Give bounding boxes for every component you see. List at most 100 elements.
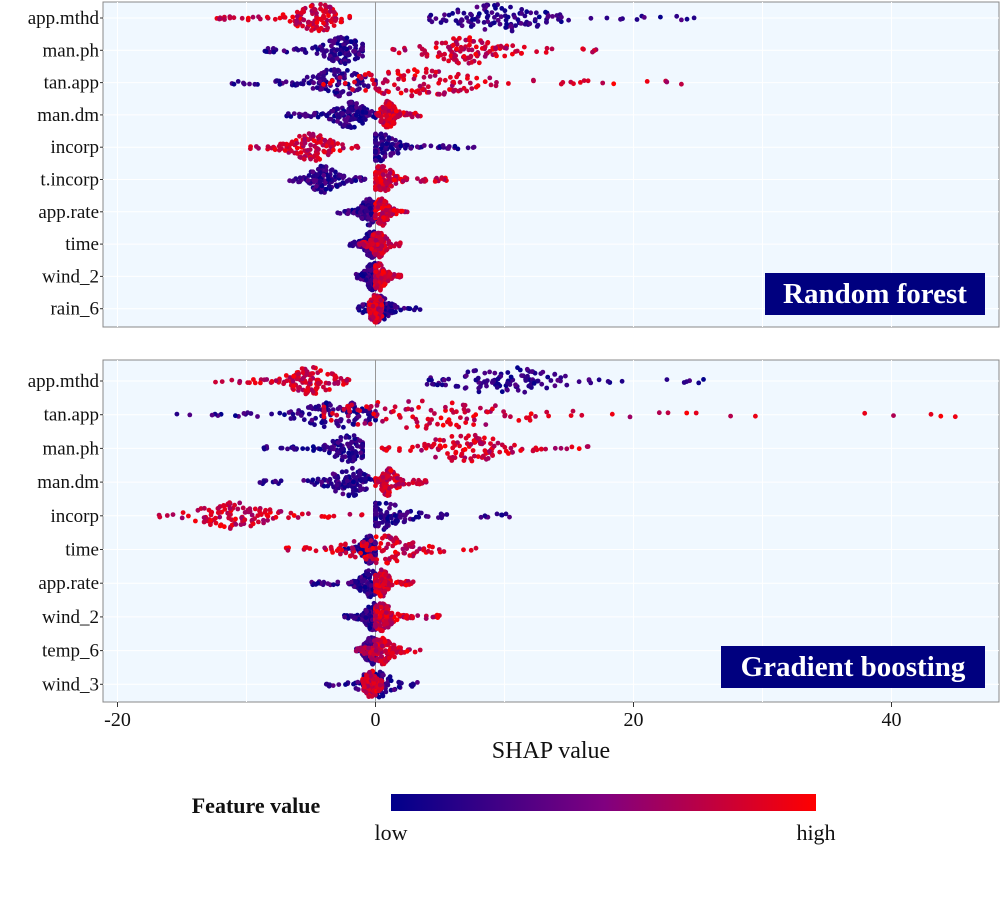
shap-point bbox=[585, 444, 591, 449]
shap-point bbox=[328, 481, 334, 486]
shap-point bbox=[504, 45, 509, 51]
shap-point bbox=[352, 554, 358, 560]
shap-point bbox=[679, 81, 684, 87]
panel-background bbox=[102, 359, 1000, 703]
shap-point bbox=[388, 501, 393, 507]
shap-point bbox=[271, 49, 277, 55]
shap-point bbox=[502, 444, 508, 450]
shap-point bbox=[343, 550, 349, 556]
shap-point bbox=[446, 417, 452, 423]
shap-point bbox=[308, 114, 314, 120]
shap-point bbox=[318, 189, 324, 195]
shap-point bbox=[314, 15, 319, 21]
shap-point bbox=[350, 546, 356, 551]
shap-point bbox=[385, 492, 391, 498]
feature-labels: app.mthdtan.appman.phman.dmincorptimeapp… bbox=[28, 371, 103, 695]
shap-point bbox=[366, 263, 372, 269]
shap-point bbox=[442, 12, 447, 18]
shap-point bbox=[374, 676, 380, 682]
shap-point bbox=[463, 435, 469, 441]
shap-point bbox=[240, 505, 246, 511]
shap-point bbox=[469, 86, 475, 91]
shap-point bbox=[360, 205, 365, 210]
feature-label: man.ph bbox=[43, 40, 100, 61]
shap-point bbox=[376, 688, 382, 694]
shap-point bbox=[233, 413, 238, 419]
shap-point bbox=[290, 445, 296, 451]
shap-point bbox=[528, 411, 534, 417]
shap-point bbox=[432, 411, 437, 416]
shap-point bbox=[578, 80, 583, 85]
shap-point bbox=[352, 48, 358, 54]
shap-point bbox=[313, 548, 319, 554]
shap-point bbox=[401, 77, 407, 83]
shap-point bbox=[482, 370, 488, 376]
shap-point bbox=[334, 548, 340, 553]
shap-point bbox=[753, 413, 758, 419]
shap-point bbox=[186, 513, 191, 519]
shap-point bbox=[482, 379, 487, 385]
shap-point bbox=[372, 252, 378, 257]
shap-point bbox=[459, 17, 464, 23]
shap-point bbox=[403, 88, 409, 93]
shap-point bbox=[397, 415, 403, 420]
shap-point bbox=[532, 17, 538, 22]
shap-point bbox=[558, 81, 564, 87]
panel-label: Gradient boosting bbox=[741, 651, 966, 683]
shap-point bbox=[393, 309, 398, 315]
shap-point bbox=[335, 141, 341, 147]
shap-point bbox=[335, 67, 341, 73]
shap-point bbox=[334, 47, 340, 53]
shap-point bbox=[310, 477, 316, 483]
shap-point bbox=[363, 110, 369, 115]
shap-point bbox=[468, 55, 473, 60]
shap-point bbox=[522, 389, 528, 395]
shap-point bbox=[277, 81, 283, 87]
shap-point bbox=[344, 35, 350, 41]
shap-point bbox=[380, 488, 385, 493]
shap-point bbox=[571, 81, 576, 87]
shap-point bbox=[357, 175, 363, 181]
shap-point bbox=[299, 10, 304, 16]
shap-point bbox=[656, 410, 662, 416]
shap-point bbox=[412, 649, 418, 655]
shap-point bbox=[458, 433, 464, 439]
shap-point bbox=[489, 10, 495, 16]
shap-point bbox=[363, 308, 368, 314]
shap-point bbox=[463, 420, 469, 425]
shap-point bbox=[338, 551, 343, 557]
shap-point bbox=[494, 80, 499, 85]
feature-label: wind_2 bbox=[42, 266, 99, 287]
shap-point bbox=[311, 6, 317, 12]
shap-point bbox=[408, 448, 413, 453]
shap-point bbox=[436, 91, 441, 97]
shap-point bbox=[417, 647, 423, 653]
shap-point bbox=[376, 263, 381, 269]
shap-point bbox=[373, 623, 378, 629]
shap-point bbox=[289, 148, 294, 154]
shap-point bbox=[674, 13, 680, 19]
shap-point bbox=[305, 478, 311, 484]
shap-point bbox=[362, 235, 368, 241]
shap-point bbox=[383, 500, 389, 506]
shap-point bbox=[428, 407, 434, 413]
shap-point bbox=[502, 8, 508, 14]
shap-point bbox=[373, 212, 378, 218]
shap-point bbox=[404, 648, 410, 654]
shap-point bbox=[308, 142, 313, 148]
shap-point bbox=[380, 693, 386, 699]
shap-point bbox=[305, 446, 310, 452]
shap-point bbox=[364, 248, 369, 254]
shap-point bbox=[303, 113, 308, 119]
shap-point bbox=[235, 79, 241, 84]
shap-point bbox=[378, 118, 384, 124]
shap-point bbox=[428, 143, 434, 149]
shap-point bbox=[392, 177, 397, 183]
shap-point bbox=[273, 514, 279, 520]
shap-point bbox=[346, 580, 351, 586]
shap-point bbox=[388, 244, 393, 250]
shap-point bbox=[465, 369, 471, 375]
shap-point bbox=[505, 370, 511, 375]
shap-point bbox=[433, 437, 439, 442]
shap-point bbox=[392, 303, 398, 308]
